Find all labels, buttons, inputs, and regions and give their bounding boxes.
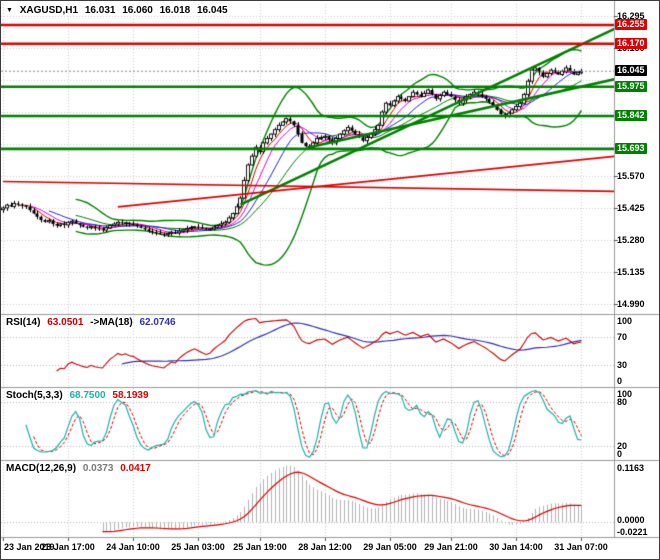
macd-panel-title: MACD(12,26,9) 0.0373 0.0417 (6, 463, 155, 474)
rsi-panel-title: RSI(14) 63.0501 ->MA(18) 62.0746 (6, 317, 180, 328)
ohlc-high: 16.060 (122, 5, 153, 16)
stoch-d-value: 58.1939 (112, 390, 149, 401)
ohlc-open: 16.031 (84, 5, 116, 16)
symbol-dropdown-icon[interactable]: ▼ (6, 7, 13, 14)
rsi-ma-label: ->MA(18) (90, 317, 133, 328)
stoch-k-value: 68.7500 (69, 390, 106, 401)
rsi-ma-value: 62.0746 (139, 317, 176, 328)
macd-value: 0.0373 (82, 463, 114, 474)
ohlc-low: 16.018 (159, 5, 191, 16)
macd-label: MACD(12,26,9) (6, 463, 77, 474)
chart-title-bar: ▼ XAGUSD,H1 16.031 16.060 16.018 16.045 (6, 5, 232, 16)
macd-signal-value: 0.0417 (120, 463, 151, 474)
stochastic-panel-title: Stoch(5,3,3) 68.7500 58.1939 (6, 390, 153, 401)
symbol-period-label: XAGUSD,H1 (19, 5, 79, 16)
rsi-label: RSI(14) (6, 317, 41, 328)
rsi-value: 63.0501 (47, 317, 84, 328)
ohlc-close: 16.045 (196, 5, 228, 16)
stoch-label: Stoch(5,3,3) (6, 390, 63, 401)
